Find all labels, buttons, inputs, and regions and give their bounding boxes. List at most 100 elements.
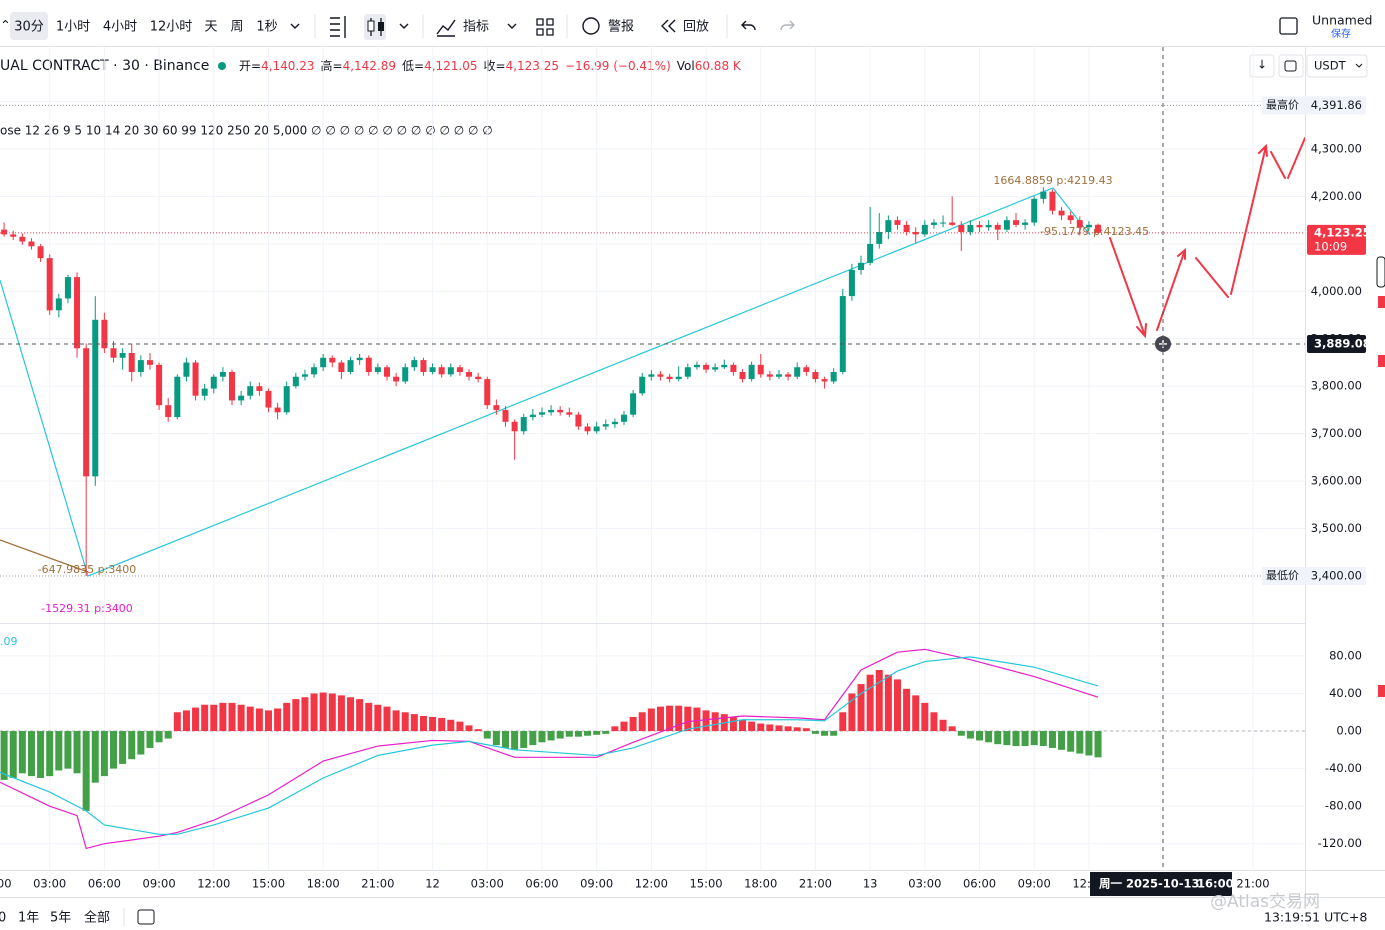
candle-body <box>848 269 855 297</box>
x-tick-label: 15:00 <box>252 877 285 891</box>
icon-calendar[interactable] <box>137 909 155 925</box>
candle-body <box>657 374 664 377</box>
interval[interactable]: 1秒 <box>256 20 277 35</box>
icon-redo[interactable] <box>780 20 795 31</box>
macd-bar <box>82 731 90 811</box>
button[interactable] <box>1249 54 1275 78</box>
interval[interactable]: 1小时 <box>56 20 90 35</box>
x-tick-label: 06:00 <box>88 877 121 891</box>
macd-bar <box>556 731 564 739</box>
range[interactable]: 5年 <box>50 911 71 926</box>
macd-bar <box>310 693 318 732</box>
macd-bar <box>584 731 592 736</box>
candle-body <box>466 371 473 377</box>
icon-layout[interactable] <box>536 18 554 36</box>
x-tick-label: 06:00 <box>963 877 996 891</box>
chevrons[interactable] <box>290 23 517 29</box>
range[interactable]: 0 <box>0 911 6 926</box>
candle-body <box>301 374 308 377</box>
clock: 13:19:51 UTC+8 <box>1264 910 1367 925</box>
price-marker-box <box>1262 96 1366 115</box>
side-button[interactable] <box>1376 256 1385 288</box>
layout-name[interactable]: Unnamed <box>1312 13 1372 28</box>
icon-indicators[interactable] <box>436 19 456 37</box>
candle-body <box>1076 220 1083 228</box>
candle-body <box>611 421 618 425</box>
macd-bar <box>27 731 35 777</box>
candle-body <box>411 360 418 368</box>
macd-bar <box>1067 731 1075 752</box>
candle-body <box>238 395 245 401</box>
ohlc-label: 收= <box>484 59 506 73</box>
candle-body <box>858 262 865 270</box>
interval[interactable]: 周 <box>230 20 243 35</box>
candle-body <box>712 367 719 370</box>
button[interactable] <box>1278 54 1304 78</box>
interval[interactable]: 12小时 <box>150 20 193 35</box>
x-tick-label: 09:00 <box>1018 877 1051 891</box>
range[interactable]: 1年 <box>18 911 39 926</box>
interval[interactable]: 30分 <box>14 20 44 35</box>
replay[interactable]: 回放 <box>683 20 709 35</box>
interval[interactable]: 天 <box>204 20 217 35</box>
macd-bar <box>365 702 373 732</box>
last-price-box <box>1307 224 1366 255</box>
currency[interactable]: USDT <box>1314 59 1347 73</box>
macd-bar <box>547 731 555 741</box>
candle-body <box>648 374 655 377</box>
macd-bar <box>811 731 819 734</box>
x-tick-label: 15:00 <box>689 877 722 891</box>
macd-bar <box>55 731 63 771</box>
y-tick-label: -40.00 <box>1325 761 1362 775</box>
vol-value: 60.88 K <box>695 59 742 73</box>
icon-down[interactable]: ↓ <box>1257 58 1267 72</box>
macd-bar <box>155 731 163 743</box>
x-tick-label: 12:00 <box>197 877 230 891</box>
candle-body <box>247 386 254 396</box>
macd-bar <box>119 731 127 764</box>
macd-bar <box>611 726 619 732</box>
crosshair-price: 3,889.08 <box>1314 336 1371 350</box>
icon-replay[interactable] <box>661 19 676 33</box>
save[interactable]: 保存 <box>1331 27 1351 40</box>
macd-bar <box>921 702 929 732</box>
icon-undo[interactable] <box>741 20 756 31</box>
macd-bar <box>0 731 8 780</box>
indicators[interactable]: 指标 <box>463 20 489 35</box>
candle-body <box>930 222 937 225</box>
macd-bar <box>100 731 108 777</box>
toolbar <box>0 0 1385 46</box>
interval[interactable]: 4小时 <box>103 20 137 35</box>
macd-bar <box>164 731 172 739</box>
candle-body <box>146 360 153 365</box>
candle-body <box>967 224 974 233</box>
candle-body <box>1058 210 1065 216</box>
macd-bar <box>383 706 391 732</box>
x-tick-label: 03:00 <box>908 877 941 891</box>
price-marker-box <box>1262 566 1366 585</box>
candle-body <box>1095 224 1102 233</box>
icon-bars[interactable] <box>330 16 346 38</box>
candle-body <box>940 222 947 224</box>
macd-bar <box>757 723 765 732</box>
candles <box>1 187 1102 576</box>
macd-bar <box>684 706 692 732</box>
alerts[interactable]: 警报 <box>608 19 634 35</box>
macd-bar <box>1021 731 1029 747</box>
candle-body <box>949 222 956 225</box>
candle-body <box>447 367 454 375</box>
currency-button[interactable] <box>1306 54 1368 78</box>
candle-body <box>876 232 883 244</box>
price-marker-value: 3,400.00 <box>1311 568 1362 582</box>
candle-body <box>1012 220 1019 225</box>
candle-body <box>602 424 609 427</box>
candle-body <box>1067 215 1074 221</box>
macd-bar <box>666 705 674 732</box>
range[interactable]: 全部 <box>84 910 110 926</box>
icon-layout-box[interactable] <box>1279 17 1298 35</box>
candle-body <box>812 371 819 380</box>
icon-alert[interactable] <box>582 17 600 35</box>
candle-body <box>557 409 564 413</box>
macd-bar <box>110 731 118 769</box>
